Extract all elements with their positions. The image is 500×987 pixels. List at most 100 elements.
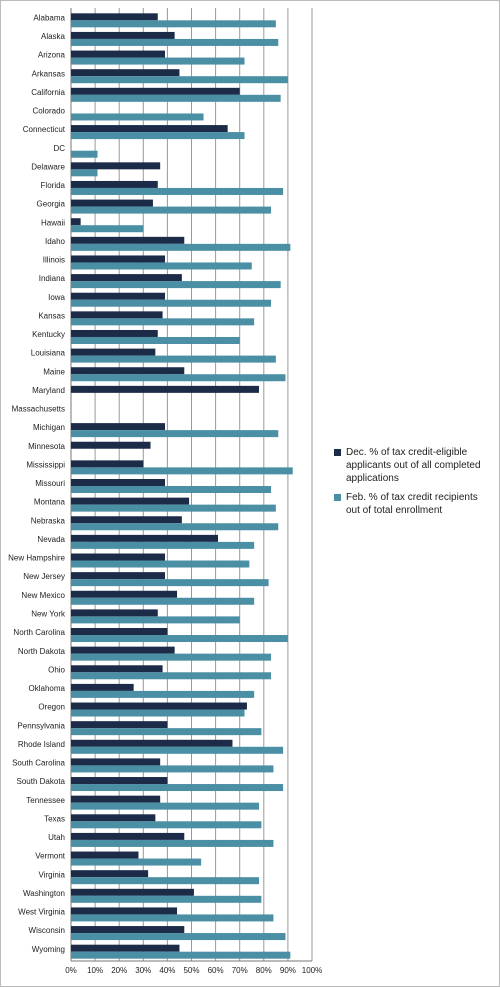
x-tick-label: 70% [232, 966, 248, 975]
bar [71, 683, 134, 691]
bar [71, 318, 255, 326]
y-tick-label: South Dakota [17, 777, 66, 786]
y-tick-label: Tennessee [26, 796, 65, 805]
bar [71, 758, 161, 766]
bar [71, 628, 168, 636]
bar [71, 907, 178, 915]
bar [71, 31, 175, 39]
bar [71, 262, 252, 270]
bar [71, 150, 98, 158]
legend-label: Feb. % of tax credit recipients out of t… [346, 492, 478, 516]
legend-item: Feb. % of tax credit recipients out of t… [334, 491, 494, 517]
bar [71, 534, 219, 542]
y-tick-label: Florida [41, 181, 66, 190]
bar [71, 523, 279, 531]
bar [71, 635, 288, 643]
bar [71, 672, 272, 680]
bar [71, 851, 139, 859]
bar [71, 579, 269, 587]
y-tick-label: Mississippi [26, 460, 65, 469]
legend-swatch [334, 449, 341, 456]
bar [71, 479, 165, 486]
bar [71, 113, 204, 121]
bar [71, 870, 149, 878]
bar [71, 497, 190, 505]
bar [71, 423, 165, 431]
bar [71, 653, 272, 661]
y-tick-label: Arkansas [32, 69, 65, 78]
x-tick-label: 50% [183, 966, 199, 975]
bar [71, 739, 233, 747]
bar [71, 169, 98, 177]
bar [71, 311, 163, 319]
y-tick-label: California [31, 88, 65, 97]
bar [71, 430, 279, 438]
bar [71, 199, 153, 207]
bar [71, 57, 245, 65]
bar [71, 374, 286, 382]
y-tick-label: Vermont [35, 852, 66, 861]
bar [71, 50, 165, 58]
y-tick-label: Illinois [43, 256, 65, 265]
y-tick-label: Louisiana [31, 349, 66, 358]
bar [71, 821, 262, 829]
y-tick-label: Texas [44, 814, 65, 823]
bar [71, 926, 185, 934]
bar [71, 877, 259, 885]
y-tick-label: Arizona [38, 51, 66, 60]
bar [71, 516, 182, 524]
y-tick-label: Missouri [35, 479, 65, 488]
bar [71, 933, 286, 941]
bar [71, 218, 81, 226]
y-tick-label: Delaware [31, 162, 65, 171]
bar [71, 486, 272, 493]
bar [71, 180, 158, 188]
y-tick-label: South Carolina [12, 759, 65, 768]
bar [71, 590, 178, 598]
y-tick-label: Alaska [41, 32, 66, 41]
y-tick-label: Maryland [32, 386, 65, 395]
bar [71, 299, 272, 307]
bar [71, 94, 281, 102]
y-tick-label: DC [53, 144, 65, 153]
bar [71, 206, 272, 214]
x-tick-label: 60% [208, 966, 224, 975]
y-tick-label: New Jersey [23, 572, 65, 581]
x-tick-label: 100% [302, 966, 322, 975]
legend: Dec. % of tax credit-eligible applicants… [334, 446, 494, 523]
y-tick-label: Minnesota [28, 442, 65, 451]
y-tick-label: Kentucky [32, 330, 65, 339]
bar [71, 292, 165, 300]
bar [71, 802, 259, 810]
bar [71, 944, 180, 952]
y-tick-label: Alabama [33, 13, 65, 22]
bar [71, 20, 276, 28]
x-tick-label: 0% [65, 966, 77, 975]
bar [71, 467, 293, 475]
y-tick-label: Kansas [38, 311, 65, 320]
bar [71, 746, 284, 754]
bar [71, 504, 276, 512]
bar [71, 858, 202, 866]
bar [71, 13, 158, 21]
bar [71, 888, 194, 896]
bar [71, 784, 284, 792]
x-tick-label: 80% [256, 966, 272, 975]
bar [71, 914, 274, 922]
bar [71, 348, 156, 356]
bar [71, 832, 185, 840]
bar [71, 616, 240, 624]
bar [71, 243, 291, 251]
bar [71, 560, 250, 568]
bar [71, 69, 180, 77]
y-tick-label: Massachusetts [12, 405, 65, 414]
bar [71, 795, 161, 803]
y-tick-label: Virginia [38, 870, 65, 879]
bar [71, 765, 274, 773]
bar [71, 460, 144, 468]
bar [71, 274, 182, 282]
bar [71, 132, 245, 140]
bar [71, 553, 165, 561]
